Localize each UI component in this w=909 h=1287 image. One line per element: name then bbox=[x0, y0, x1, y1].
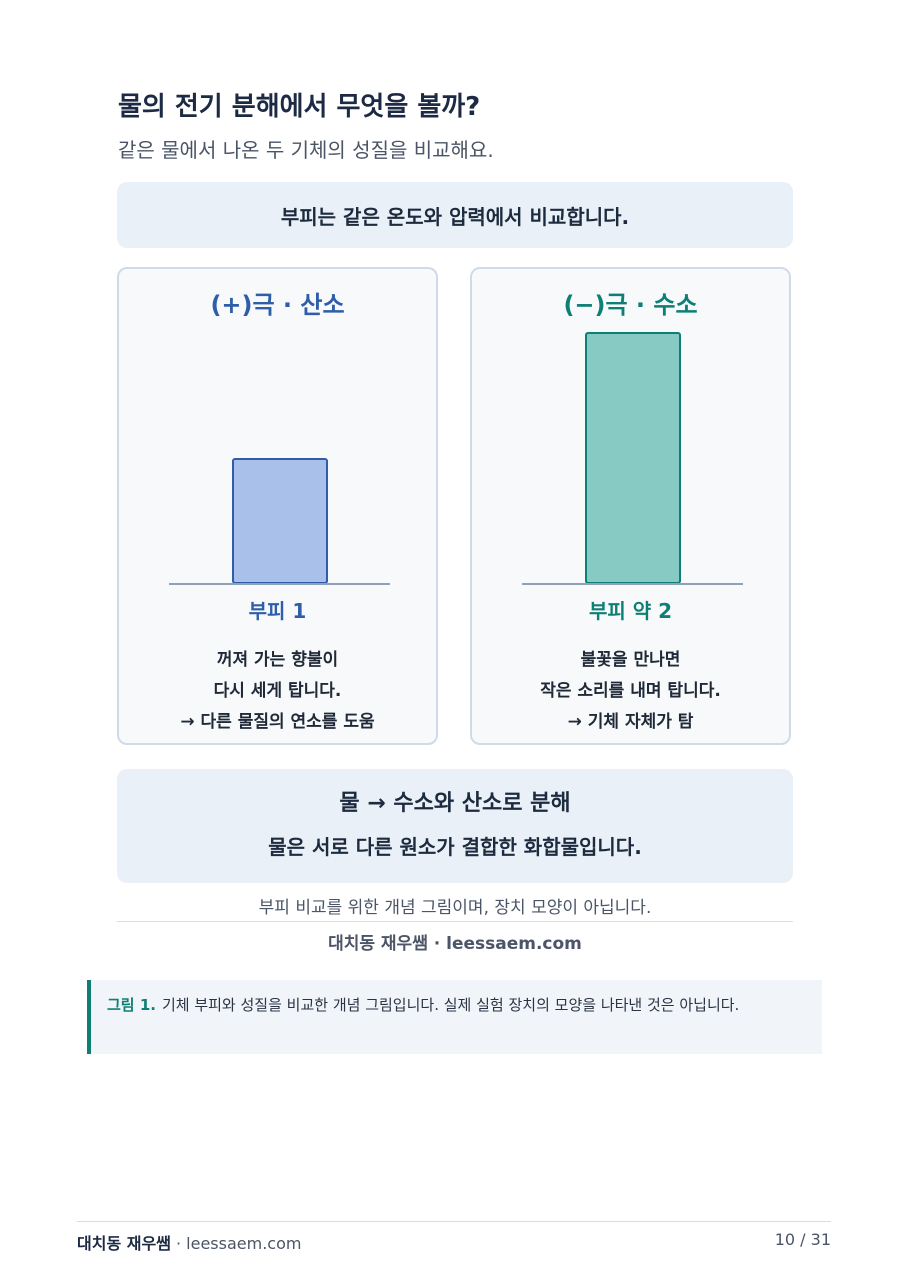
title: 물의 전기 분해에서 무엇을 볼까? bbox=[118, 92, 481, 122]
baseline bbox=[169, 583, 390, 585]
subtitle: 같은 물에서 나온 두 기체의 성질을 비교해요. bbox=[118, 138, 494, 162]
bar bbox=[585, 332, 681, 584]
footer-divider bbox=[77, 1221, 831, 1222]
panel: (+)극 · 산소 부피 1 꺼져 가는 향불이 다시 세게 탑니다. → 다른… bbox=[117, 267, 438, 745]
summary: 물 → 수소와 산소로 분해 물은 서로 다른 원소가 결합한 화합물입니다. bbox=[117, 769, 793, 883]
caption-text: 기체 부피와 성질을 비교한 개념 그림입니다. 실제 실험 장치의 모양을 나… bbox=[161, 996, 740, 1014]
summary-headline: 물 → 수소와 산소로 분해 bbox=[339, 791, 571, 816]
line: 다시 세게 탑니다. bbox=[213, 681, 342, 701]
volume-label: 부피 1 bbox=[248, 599, 307, 623]
volume-label: 부피 약 2 bbox=[588, 599, 673, 623]
caption: 그림 1. 기체 부피와 성질을 비교한 개념 그림입니다. 실제 실험 장치의 … bbox=[87, 980, 822, 1054]
line: 작은 소리를 내며 탑니다. bbox=[540, 681, 721, 701]
baseline bbox=[522, 583, 743, 585]
line: 꺼져 가는 향불이 bbox=[216, 650, 339, 670]
panel-title: (−)극 · 수소 bbox=[563, 291, 698, 319]
description: 꺼져 가는 향불이 다시 세게 탑니다. → 다른 물질의 연소를 도움 bbox=[119, 645, 436, 738]
line: → 다른 물질의 연소를 도움 bbox=[180, 712, 375, 732]
footer: 대치동 재우쌤 · leessaem.com bbox=[77, 1230, 301, 1254]
description: 불꽃을 만나면 작은 소리를 내며 탑니다. → 기체 자체가 탐 bbox=[472, 645, 789, 738]
credit: 대치동 재우쌤 · leessaem.com bbox=[328, 934, 582, 954]
panel-title: (+)극 · 산소 bbox=[210, 291, 345, 319]
summary-detail: 물은 서로 다른 원소가 결합한 화합물입니다. bbox=[268, 835, 642, 859]
footer-site: · leessaem.com bbox=[175, 1234, 302, 1253]
panel: (−)극 · 수소 부피 약 2 불꽃을 만나면 작은 소리를 내며 탑니다. … bbox=[470, 267, 791, 745]
bar bbox=[232, 458, 328, 584]
divider bbox=[117, 921, 793, 922]
line: → 기체 자체가 탐 bbox=[567, 712, 694, 732]
notice: 부피는 같은 온도와 압력에서 비교합니다. bbox=[117, 182, 793, 248]
page-number: 10 / 31 bbox=[774, 1230, 831, 1249]
caption-label: 그림 1. bbox=[107, 996, 156, 1014]
footer-brand: 대치동 재우쌤 bbox=[77, 1234, 171, 1253]
line: 불꽃을 만나면 bbox=[580, 650, 681, 670]
note: 부피 비교를 위한 개념 그림이며, 장치 모양이 아닙니다. bbox=[258, 898, 652, 918]
